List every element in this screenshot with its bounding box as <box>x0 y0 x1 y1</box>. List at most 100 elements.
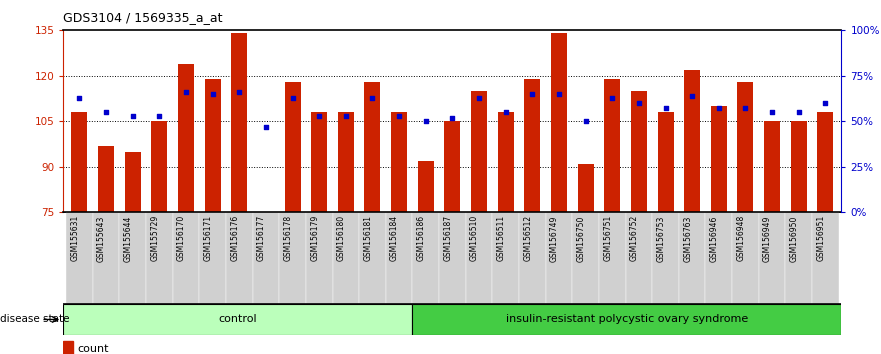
Bar <box>178 63 194 212</box>
Text: GSM156180: GSM156180 <box>337 215 346 261</box>
Bar <box>306 212 332 304</box>
Bar <box>732 212 759 304</box>
Bar <box>63 304 412 335</box>
Point <box>765 109 779 115</box>
Bar <box>359 212 386 304</box>
Bar <box>199 212 226 304</box>
Point <box>205 91 219 97</box>
Bar <box>98 145 114 212</box>
Text: GSM156749: GSM156749 <box>550 215 559 262</box>
Point <box>738 105 752 111</box>
Bar <box>204 79 220 212</box>
Bar <box>599 212 626 304</box>
Point <box>632 100 646 106</box>
Bar <box>466 212 492 304</box>
Bar <box>71 112 87 212</box>
Text: GSM156511: GSM156511 <box>497 215 506 261</box>
Text: GSM156186: GSM156186 <box>417 215 426 261</box>
Text: insulin-resistant polycystic ovary syndrome: insulin-resistant polycystic ovary syndr… <box>506 314 748 325</box>
Bar <box>519 212 545 304</box>
Bar <box>439 212 466 304</box>
Point <box>472 95 486 101</box>
Point <box>126 113 140 119</box>
Text: GSM156948: GSM156948 <box>737 215 745 261</box>
Point <box>418 119 433 124</box>
Bar <box>626 212 652 304</box>
Point <box>579 119 593 124</box>
Bar <box>173 212 199 304</box>
Text: disease state: disease state <box>0 314 70 325</box>
Point <box>792 109 806 115</box>
Text: GSM156763: GSM156763 <box>683 215 692 262</box>
Text: count: count <box>78 344 109 354</box>
Bar <box>545 212 573 304</box>
Point <box>499 109 513 115</box>
Text: GSM156951: GSM156951 <box>817 215 825 261</box>
Bar <box>412 212 439 304</box>
Text: GSM156510: GSM156510 <box>470 215 479 261</box>
Bar <box>444 121 461 212</box>
Text: GSM156181: GSM156181 <box>364 215 373 261</box>
Bar <box>152 121 167 212</box>
Point <box>552 91 566 97</box>
Text: GSM156170: GSM156170 <box>177 215 186 261</box>
Point <box>179 89 193 95</box>
Point <box>233 89 247 95</box>
Bar <box>764 121 780 212</box>
Bar <box>93 212 120 304</box>
Bar <box>631 91 647 212</box>
Bar <box>785 212 812 304</box>
Bar <box>679 212 706 304</box>
Bar <box>365 82 381 212</box>
Point <box>605 95 619 101</box>
Bar <box>120 212 146 304</box>
Text: GSM156751: GSM156751 <box>603 215 612 261</box>
Bar <box>279 212 306 304</box>
Text: GSM156946: GSM156946 <box>710 215 719 262</box>
Bar <box>226 212 253 304</box>
Text: GSM156176: GSM156176 <box>230 215 240 261</box>
Bar <box>652 212 679 304</box>
Bar <box>498 112 514 212</box>
Point <box>445 115 460 120</box>
Bar <box>492 212 519 304</box>
Bar <box>657 112 673 212</box>
Bar <box>146 212 173 304</box>
Point <box>72 95 86 101</box>
Point <box>99 109 113 115</box>
Text: GSM156184: GSM156184 <box>390 215 399 261</box>
Bar <box>524 79 540 212</box>
Bar <box>63 341 73 354</box>
Text: GDS3104 / 1569335_a_at: GDS3104 / 1569335_a_at <box>63 11 223 24</box>
Bar <box>737 82 753 212</box>
Bar <box>791 121 807 212</box>
Bar <box>232 33 248 212</box>
Point <box>152 113 167 119</box>
Text: GSM156171: GSM156171 <box>204 215 212 261</box>
Bar <box>285 82 300 212</box>
Text: GSM155631: GSM155631 <box>70 215 79 261</box>
Text: GSM156950: GSM156950 <box>789 215 799 262</box>
Bar <box>66 212 93 304</box>
Bar <box>551 33 567 212</box>
Point <box>339 113 353 119</box>
Point <box>312 113 326 119</box>
Bar <box>125 152 141 212</box>
Point <box>685 93 700 98</box>
Point <box>392 113 406 119</box>
Bar <box>471 91 487 212</box>
Bar <box>759 212 785 304</box>
Text: GSM156512: GSM156512 <box>523 215 532 261</box>
Text: GSM156949: GSM156949 <box>763 215 772 262</box>
Text: GSM156752: GSM156752 <box>630 215 639 261</box>
Bar <box>412 304 841 335</box>
Bar <box>604 79 620 212</box>
Text: GSM156753: GSM156753 <box>656 215 665 262</box>
Text: GSM155644: GSM155644 <box>123 215 133 262</box>
Text: GSM156177: GSM156177 <box>257 215 266 261</box>
Bar <box>573 212 599 304</box>
Bar <box>706 212 732 304</box>
Bar <box>337 112 354 212</box>
Bar <box>812 212 839 304</box>
Point <box>712 105 726 111</box>
